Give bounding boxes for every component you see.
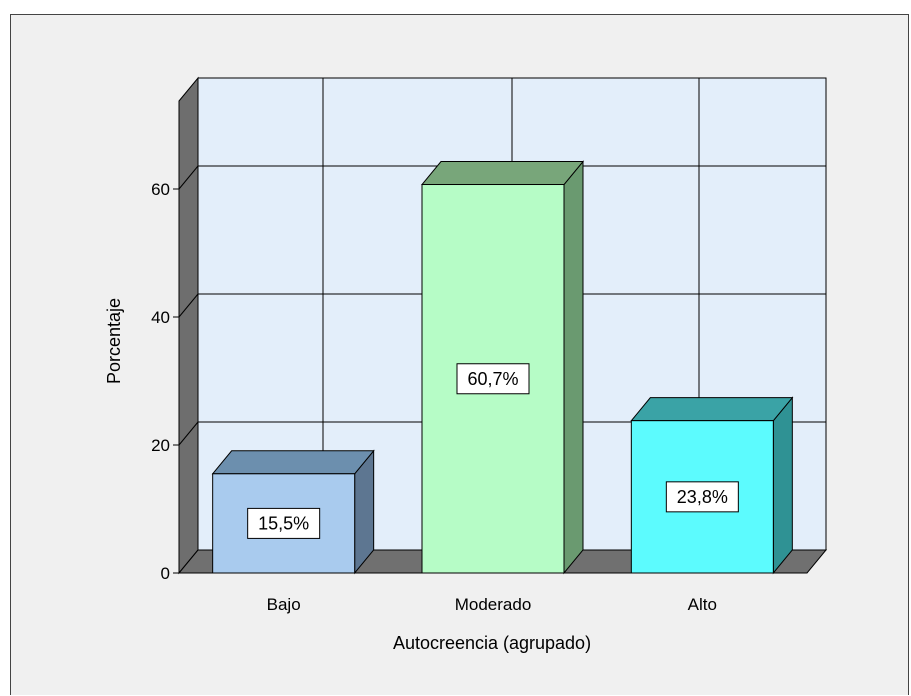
chart-frame: 15,5% 60,7% 23,8% 0 20 40 60 Bajo Moderado Alto… bbox=[10, 14, 909, 695]
data-label-box bbox=[665, 481, 739, 513]
gridline-left-wall bbox=[178, 165, 199, 190]
x-axis: Bajo Moderado Alto bbox=[267, 595, 717, 614]
left-wall bbox=[178, 76, 199, 575]
gridline-left-wall bbox=[178, 293, 199, 318]
y-tick-label: 60 bbox=[151, 180, 170, 199]
gridline-left-wall bbox=[178, 421, 199, 446]
bar-top bbox=[211, 450, 375, 475]
bar-top bbox=[420, 161, 585, 186]
bar-top bbox=[630, 397, 794, 422]
data-label-box bbox=[247, 507, 321, 539]
y-tick-label: 0 bbox=[161, 564, 170, 583]
bars: 15,5% 60,7% 23,8% bbox=[211, 160, 794, 575]
data-label: 15,5% bbox=[258, 513, 309, 533]
y-axis-title: Porcentaje bbox=[104, 298, 124, 384]
x-axis-title: Autocreencia (agrupado) bbox=[393, 633, 591, 653]
data-label: 60,7% bbox=[467, 369, 518, 389]
y-tick-label: 20 bbox=[151, 436, 170, 455]
x-tick-label: Alto bbox=[688, 595, 717, 614]
bar-chart: 15,5% 60,7% 23,8% 0 20 40 60 Bajo Moderado Alto… bbox=[104, 76, 828, 653]
data-label-box bbox=[456, 363, 530, 395]
data-label: 23,8% bbox=[677, 487, 728, 507]
x-tick-label: Moderado bbox=[455, 595, 532, 614]
bar-side bbox=[772, 396, 793, 575]
y-axis: 0 20 40 60 bbox=[151, 180, 179, 583]
bar-side bbox=[563, 160, 584, 575]
x-tick-label: Bajo bbox=[267, 595, 301, 614]
y-tick-label: 40 bbox=[151, 308, 170, 327]
